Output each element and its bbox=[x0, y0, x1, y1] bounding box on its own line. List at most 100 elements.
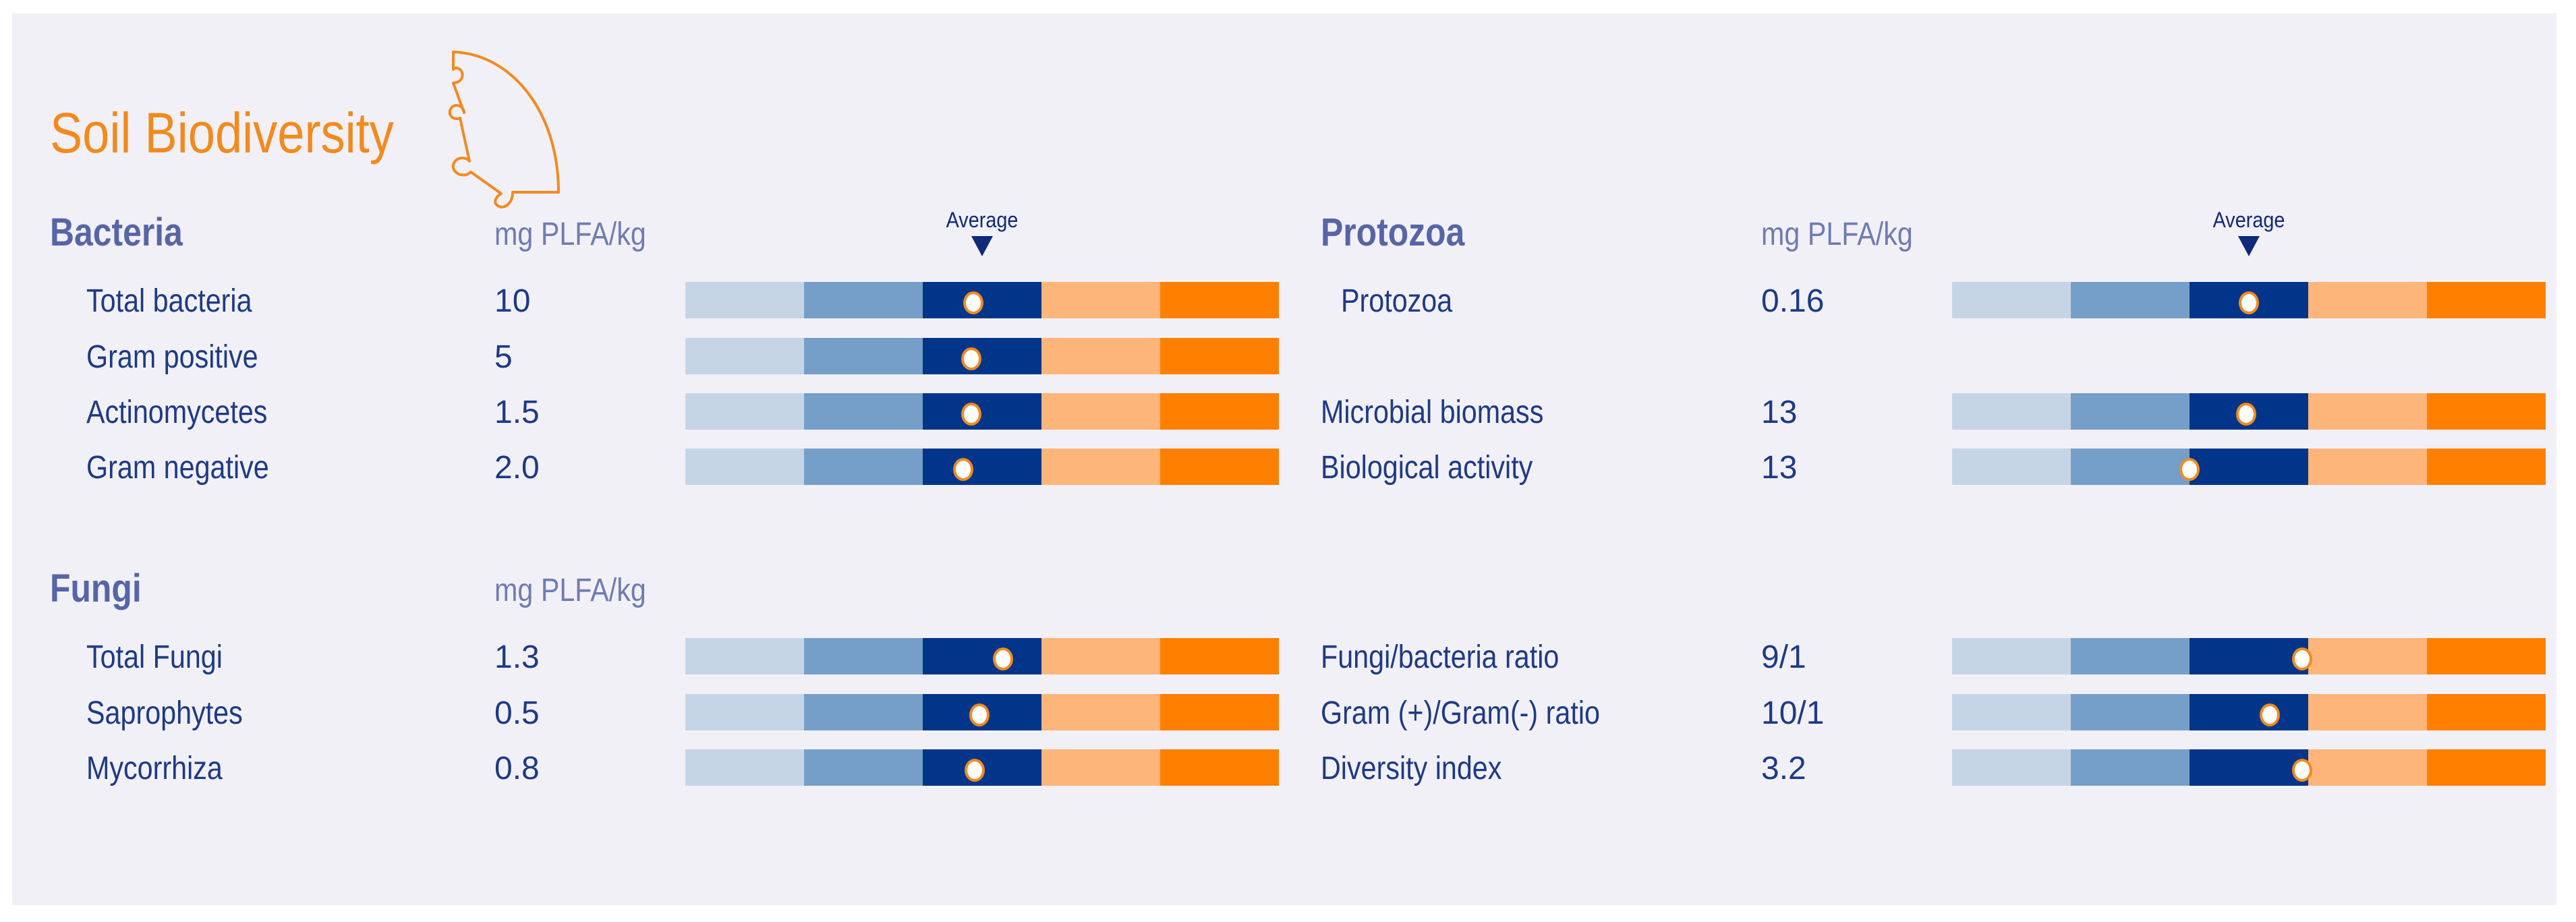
scale-band-1 bbox=[1952, 449, 2071, 485]
scale-band-1 bbox=[685, 393, 804, 430]
scale-band-2 bbox=[804, 393, 923, 430]
scale-band-4 bbox=[2308, 638, 2427, 674]
row-label: Diversity index bbox=[1321, 751, 1502, 786]
page-title: Soil Biodiversity bbox=[50, 101, 394, 165]
scale-band-2 bbox=[804, 749, 923, 786]
scale-band-3 bbox=[923, 449, 1041, 485]
scale-band-2 bbox=[2071, 393, 2189, 430]
row-value: 2.0 bbox=[494, 450, 540, 486]
row-value: 1.3 bbox=[494, 639, 540, 675]
value-marker bbox=[961, 347, 982, 370]
row-label: Total Fungi bbox=[86, 639, 223, 675]
indicator-bar bbox=[1952, 638, 2546, 674]
indicator-bar bbox=[685, 393, 1279, 430]
row-value: 0.5 bbox=[494, 695, 540, 731]
value-marker bbox=[961, 403, 982, 426]
scale-band-2 bbox=[2071, 449, 2189, 485]
scale-band-1 bbox=[685, 449, 804, 485]
row-label: Biological activity bbox=[1321, 450, 1533, 486]
average-marker-arrow bbox=[2238, 236, 2260, 256]
value-marker bbox=[992, 647, 1013, 670]
scale-band-1 bbox=[685, 749, 804, 786]
row-value: 9/1 bbox=[1761, 639, 1806, 675]
scale-band-1 bbox=[1952, 282, 2071, 318]
puzzle-quarter-circle-icon bbox=[448, 51, 560, 208]
row-label: Gram positive bbox=[86, 339, 258, 375]
scale-band-5 bbox=[2427, 393, 2546, 430]
indicator-bar bbox=[685, 338, 1279, 374]
report-panel: Soil Biodiversity Bacteria mg PLFA/kg Aver… bbox=[12, 13, 2556, 905]
scale-band-5 bbox=[2427, 449, 2546, 485]
scale-band-3 bbox=[2189, 749, 2308, 786]
scale-band-1 bbox=[1952, 393, 2071, 430]
row-value: 3.2 bbox=[1761, 751, 1806, 786]
scale-band-2 bbox=[2071, 282, 2189, 318]
indicator-bar bbox=[1952, 282, 2546, 318]
scale-band-4 bbox=[2308, 749, 2427, 786]
row-label: Saprophytes bbox=[86, 695, 243, 731]
scale-band-1 bbox=[685, 638, 804, 674]
scale-band-4 bbox=[2308, 694, 2427, 730]
scale-band-5 bbox=[1160, 393, 1279, 430]
indicator-bar bbox=[685, 449, 1279, 485]
unit-label-protozoa: mg PLFA/kg bbox=[1761, 217, 1913, 252]
scale-band-4 bbox=[2308, 449, 2427, 485]
scale-band-4 bbox=[1041, 282, 1160, 318]
scale-band-2 bbox=[2071, 749, 2189, 786]
scale-band-5 bbox=[2427, 638, 2546, 674]
row-value: 5 bbox=[494, 339, 513, 375]
scale-band-4 bbox=[1041, 749, 1160, 786]
row-value: 0.8 bbox=[494, 751, 540, 786]
scale-band-5 bbox=[2427, 749, 2546, 786]
scale-band-3 bbox=[2189, 449, 2308, 485]
scale-band-2 bbox=[2071, 638, 2189, 674]
scale-band-5 bbox=[1160, 282, 1279, 318]
value-marker bbox=[2239, 291, 2259, 314]
indicator-bar bbox=[685, 694, 1279, 730]
scale-band-4 bbox=[2308, 282, 2427, 318]
section-heading-protozoa: Protozoa bbox=[1321, 210, 1465, 254]
scale-band-3 bbox=[2189, 694, 2308, 730]
scale-band-4 bbox=[2308, 393, 2427, 430]
row-value: 10/1 bbox=[1761, 695, 1825, 731]
row-label: Fungi/bacteria ratio bbox=[1321, 639, 1559, 675]
row-value: 10 bbox=[494, 283, 531, 319]
value-marker bbox=[965, 759, 985, 782]
indicator-bar bbox=[685, 282, 1279, 318]
scale-band-4 bbox=[1041, 694, 1160, 730]
row-value: 0.16 bbox=[1761, 283, 1825, 319]
scale-band-4 bbox=[1041, 338, 1160, 374]
scale-band-5 bbox=[1160, 638, 1279, 674]
scale-band-1 bbox=[685, 338, 804, 374]
section-heading-fungi: Fungi bbox=[50, 567, 142, 610]
scale-band-1 bbox=[1952, 749, 2071, 786]
scale-band-5 bbox=[1160, 449, 1279, 485]
scale-band-2 bbox=[804, 694, 923, 730]
scale-band-5 bbox=[1160, 749, 1279, 786]
scale-band-1 bbox=[685, 282, 804, 318]
row-value: 1.5 bbox=[494, 395, 540, 430]
scale-band-3 bbox=[2189, 638, 2308, 674]
indicator-bar bbox=[1952, 749, 2546, 786]
average-label: Average bbox=[946, 208, 1019, 232]
unit-label-bacteria: mg PLFA/kg bbox=[494, 217, 646, 252]
average-marker-arrow bbox=[971, 236, 993, 256]
indicator-bar bbox=[1952, 694, 2546, 730]
value-marker bbox=[2179, 458, 2200, 481]
scale-band-3 bbox=[923, 638, 1041, 674]
scale-band-1 bbox=[685, 694, 804, 730]
scale-band-2 bbox=[804, 282, 923, 318]
scale-band-4 bbox=[1041, 393, 1160, 430]
row-value: 13 bbox=[1761, 395, 1798, 430]
scale-band-3 bbox=[923, 338, 1041, 374]
scale-band-2 bbox=[804, 338, 923, 374]
value-marker bbox=[952, 458, 973, 481]
value-marker bbox=[969, 703, 990, 726]
value-marker bbox=[963, 291, 983, 314]
row-label: Actinomycetes bbox=[86, 395, 268, 430]
row-label: Microbial biomass bbox=[1321, 395, 1544, 430]
row-label: Gram negative bbox=[86, 450, 269, 486]
scale-band-3 bbox=[923, 393, 1041, 430]
row-value: 13 bbox=[1761, 450, 1798, 486]
scale-band-2 bbox=[804, 449, 923, 485]
